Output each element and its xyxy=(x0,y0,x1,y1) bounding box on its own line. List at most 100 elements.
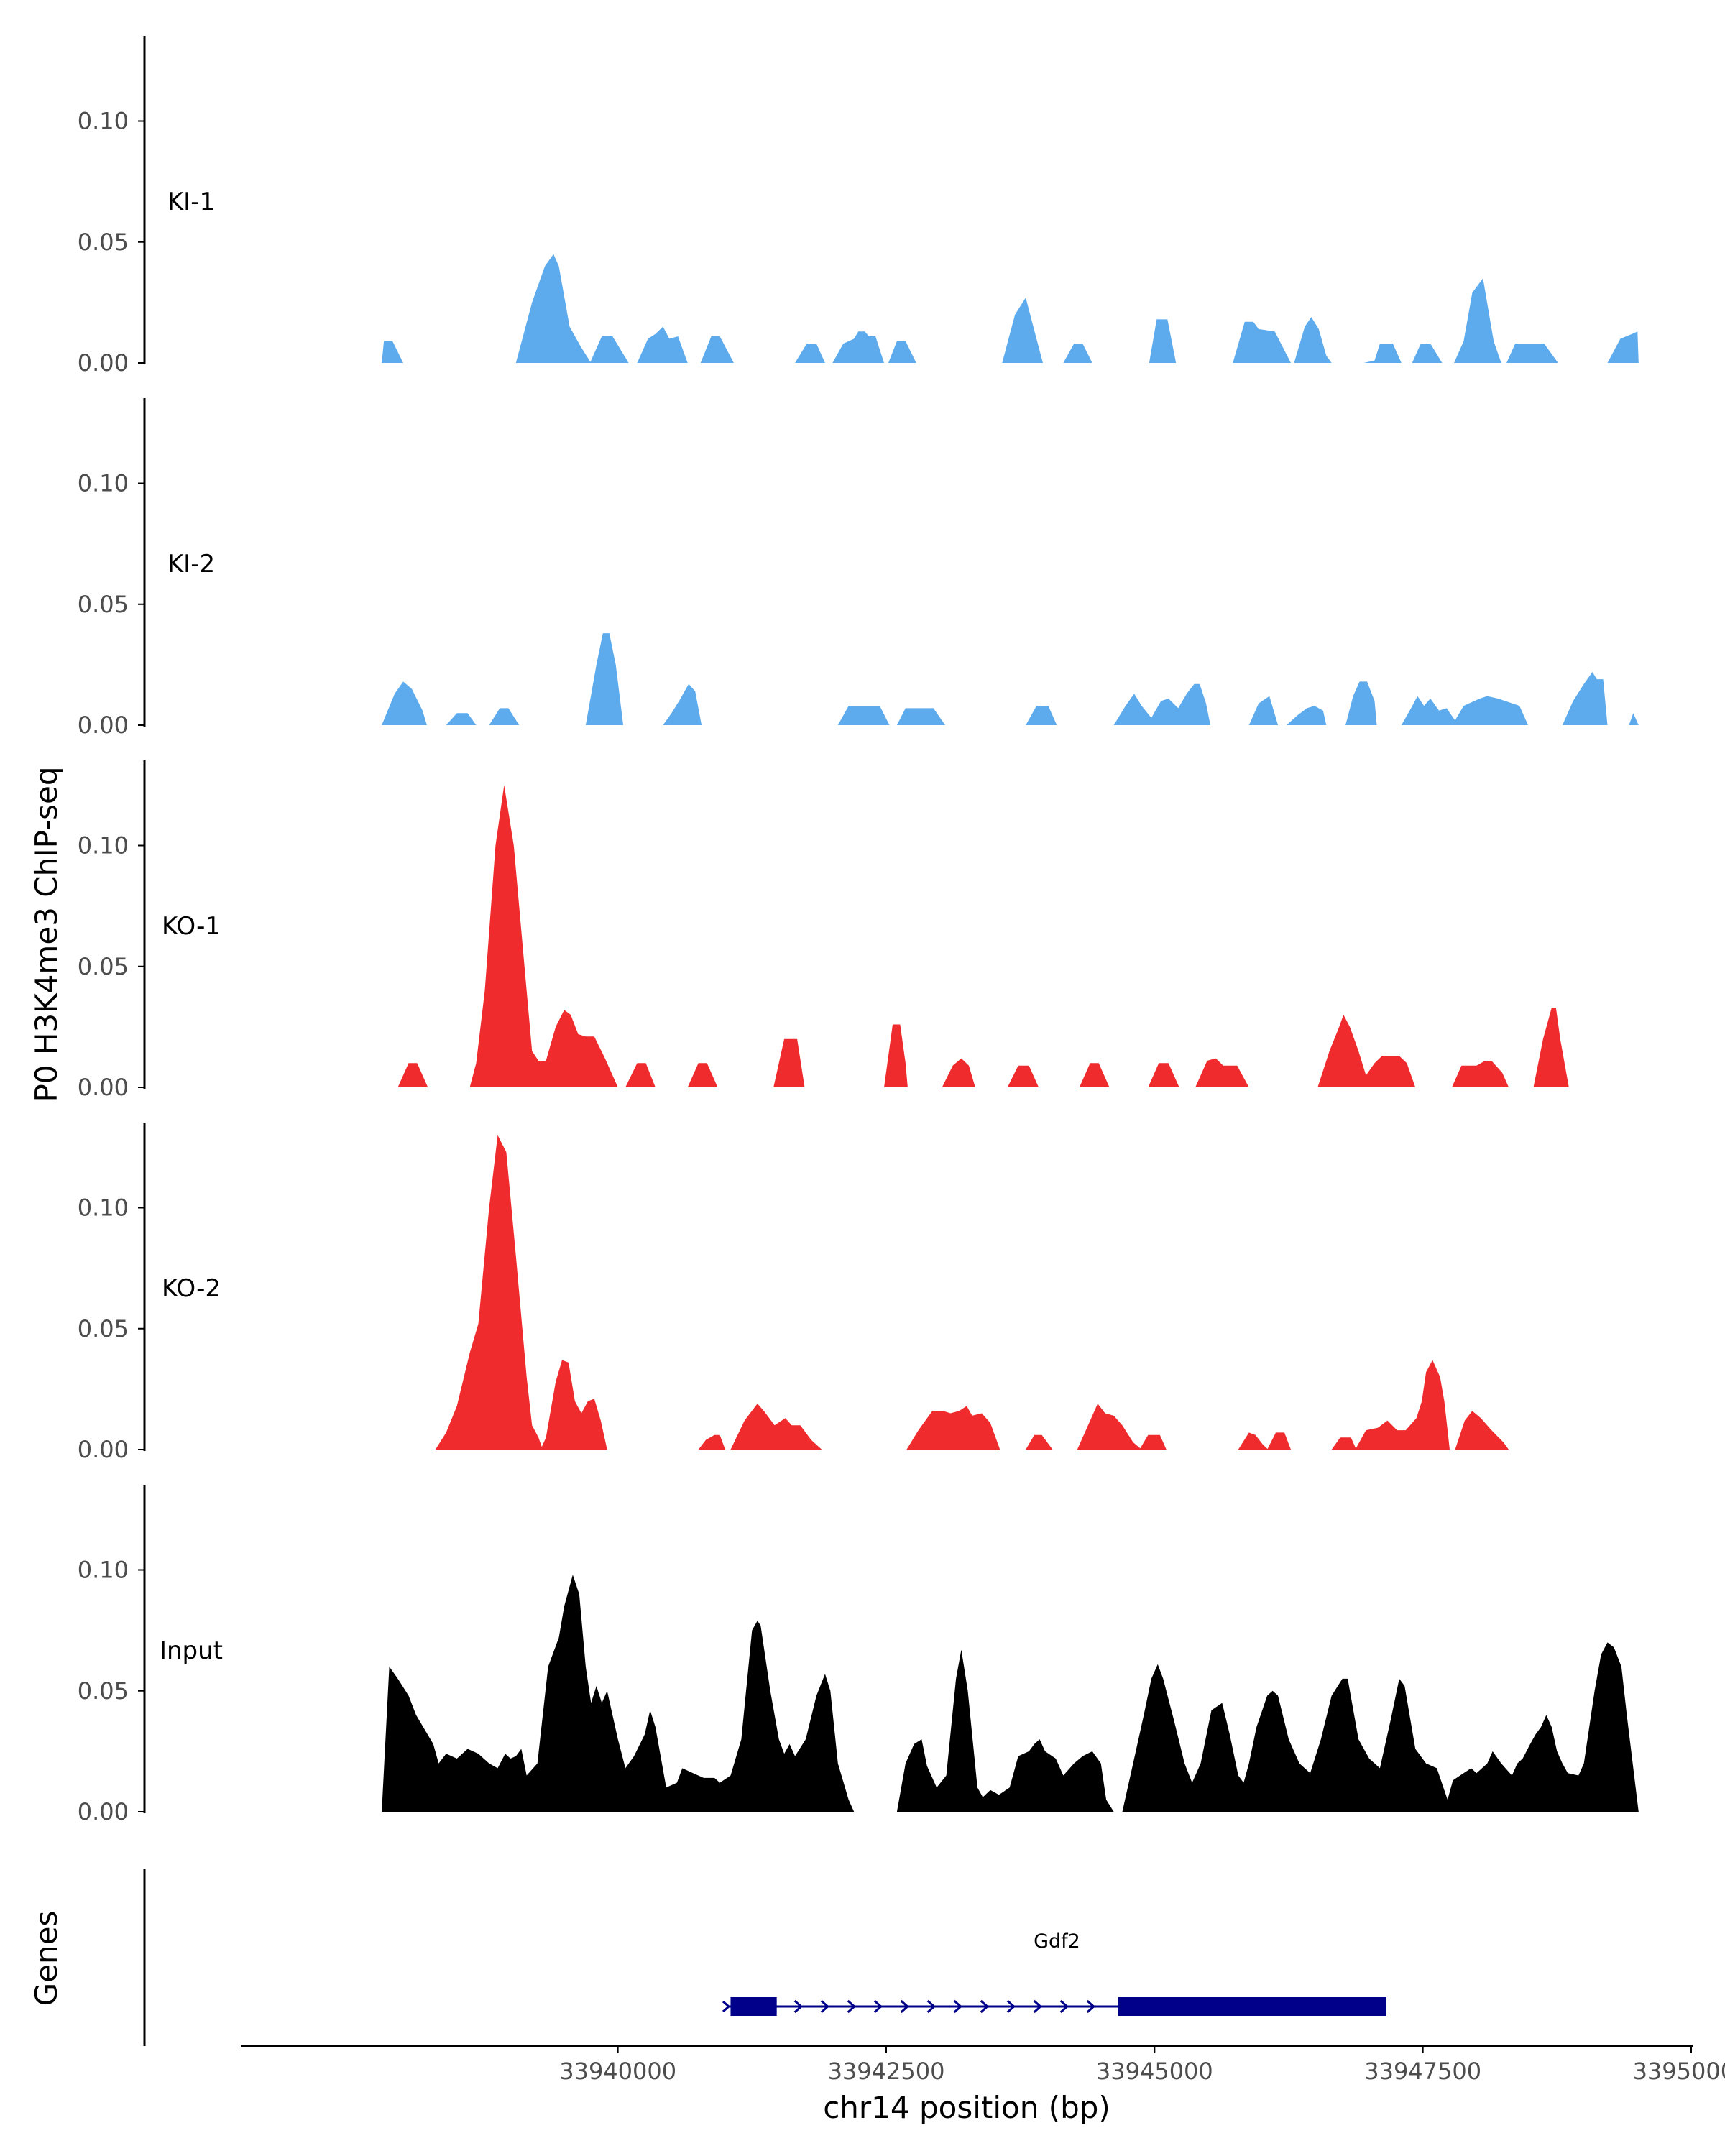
gene-track: Gdf2 xyxy=(143,1869,1386,2046)
signal-peak xyxy=(1026,1434,1053,1450)
y-tick-label: 0.00 xyxy=(78,1074,129,1101)
signal-peak xyxy=(663,683,702,725)
signal-peak xyxy=(446,713,477,725)
signal-peak xyxy=(1363,344,1402,363)
track-input: 0.00 0.05 0.10 Input xyxy=(78,1485,1639,1825)
signal-peak xyxy=(1195,1058,1249,1087)
signal-peak xyxy=(382,681,427,725)
signal-peak xyxy=(1331,1437,1357,1450)
signal-peak xyxy=(489,708,520,725)
signal-peak xyxy=(1287,706,1327,725)
track-ko-2: 0.00 0.05 0.10 KO-2 xyxy=(78,1123,1509,1463)
signal-peak xyxy=(1026,706,1057,725)
track-ko-1: 0.00 0.05 0.10 KO-1 xyxy=(78,760,1569,1101)
signal-peak xyxy=(1063,344,1092,363)
strand-arrow xyxy=(980,1999,989,2014)
y-tick-label: 0.00 xyxy=(78,1436,129,1463)
genes-axis-title: Genes xyxy=(29,1911,64,2007)
signal-peak xyxy=(1346,681,1377,725)
signal-peak xyxy=(515,254,592,363)
y-tick-label: 0.10 xyxy=(78,470,129,497)
strand-arrow xyxy=(900,1999,909,2014)
signal-peak xyxy=(382,1575,855,1812)
track-label: KO-1 xyxy=(162,912,221,941)
x-tick-label: 33945000 xyxy=(1096,2058,1213,2085)
x-tick-label: 33940000 xyxy=(559,2058,676,2085)
signal-peak xyxy=(773,1038,805,1087)
x-axis-title: chr14 position (bp) xyxy=(823,2090,1110,2125)
signal-peak xyxy=(1294,317,1332,363)
gene-name-label: Gdf2 xyxy=(1034,1930,1080,1953)
signal-peak xyxy=(382,341,403,363)
y-tick-label: 0.05 xyxy=(78,1677,129,1705)
x-tick-label: 33947500 xyxy=(1364,2058,1481,2085)
x-tick-label: 33942500 xyxy=(828,2058,945,2085)
strand-arrow xyxy=(820,1999,829,2014)
y-tick-label: 0.10 xyxy=(78,832,129,860)
signal-peak xyxy=(1355,1360,1450,1450)
signal-peak xyxy=(1562,672,1608,725)
gene-model: Gdf2 xyxy=(722,1930,1386,2016)
x-tick-label: 33950000 xyxy=(1633,2058,1725,2085)
signal-peak xyxy=(1002,298,1043,363)
signal-peak xyxy=(795,344,825,363)
strand-arrow xyxy=(847,1999,856,2014)
strand-arrow xyxy=(794,1999,803,2014)
y-tick-label: 0.10 xyxy=(78,1557,129,1584)
signal-peak xyxy=(1455,1411,1509,1450)
y-tick-label: 0.10 xyxy=(78,1194,129,1222)
signal-peak xyxy=(896,1649,1114,1812)
y-tick-label: 0.00 xyxy=(78,1798,129,1825)
signal-peak xyxy=(397,1063,428,1087)
signal-peak xyxy=(942,1058,975,1087)
y-tick-label: 0.05 xyxy=(78,953,129,980)
signal-peak xyxy=(1139,1434,1167,1450)
signal-peak xyxy=(1148,1063,1179,1087)
signal-peak xyxy=(1007,1065,1039,1087)
signal-peak xyxy=(1233,321,1291,363)
strand-arrow xyxy=(873,1999,883,2014)
signal-peak xyxy=(1506,344,1558,363)
signal-peak xyxy=(687,1063,718,1087)
track-label: KI-2 xyxy=(167,550,215,579)
signal-peak xyxy=(1629,713,1639,725)
signal-peak xyxy=(1533,1008,1569,1087)
signal-peak xyxy=(884,1024,908,1087)
y-tick-label: 0.10 xyxy=(78,108,129,135)
signal-peak xyxy=(1454,278,1501,363)
track-ki-2: 0.00 0.05 0.10 KI-2 xyxy=(78,398,1639,739)
signal-peak xyxy=(637,326,688,363)
signal-peak xyxy=(1238,1432,1269,1450)
strand-arrow xyxy=(722,2000,731,2013)
signal-peak xyxy=(589,336,629,363)
track-label: Input xyxy=(160,1636,223,1665)
signal-peak xyxy=(906,1406,1000,1450)
y-tick-label: 0.00 xyxy=(78,711,129,739)
signal-tracks: 0.00 0.05 0.10 KI-1 0.00 0.05 0.10 KI-2 0.00 0.05… xyxy=(78,36,1639,1825)
signal-peak xyxy=(1412,344,1443,363)
x-axis: 33940000 33942500 33945000 33947500 33950000 xyxy=(241,2045,1725,2085)
signal-peak xyxy=(832,331,884,363)
signal-peak xyxy=(1077,1404,1142,1450)
signal-peak xyxy=(1248,696,1279,725)
strand-arrow xyxy=(1086,1999,1095,2014)
signal-peak xyxy=(888,341,916,363)
signal-peak xyxy=(896,708,946,725)
signal-peak xyxy=(730,1404,822,1450)
signal-peak xyxy=(1122,1642,1639,1812)
signal-peak xyxy=(435,1135,543,1450)
signal-peak xyxy=(540,1360,607,1450)
signal-peak xyxy=(700,336,734,363)
y-tick-label: 0.05 xyxy=(78,1315,129,1342)
track-ki-1: 0.00 0.05 0.10 KI-1 xyxy=(78,36,1639,377)
signal-peak xyxy=(1317,1015,1416,1087)
track-label: KO-2 xyxy=(162,1274,221,1303)
signal-peak xyxy=(698,1434,725,1450)
signal-peak xyxy=(469,785,618,1087)
signal-peak xyxy=(1401,696,1528,725)
strand-arrow xyxy=(926,1999,936,2014)
gene-exon xyxy=(1118,1997,1386,2016)
signal-peak xyxy=(1113,683,1210,725)
signal-peak xyxy=(837,706,890,725)
